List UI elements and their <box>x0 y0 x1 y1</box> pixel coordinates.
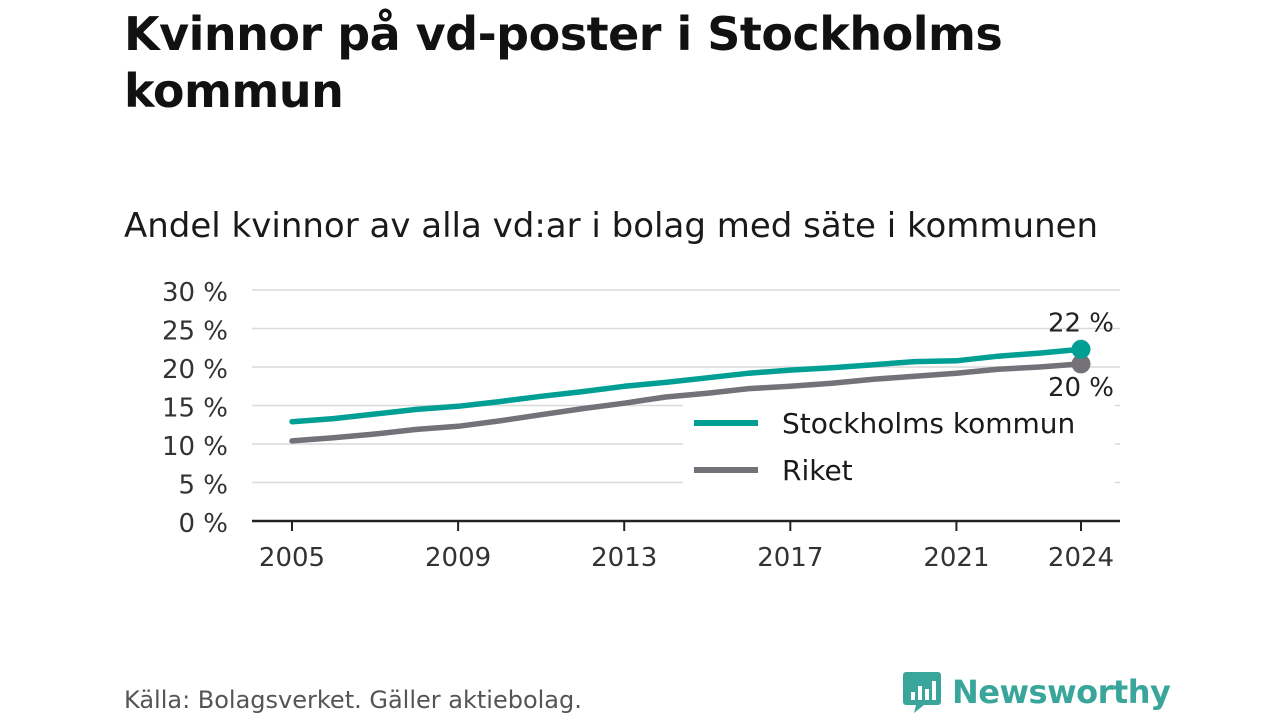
line-chart: 0 %5 %10 %15 %20 %25 %30 % 2005 2009 2013 2… <box>162 278 1120 573</box>
series-line <box>289 346 1084 425</box>
y-tick-label: 20 % <box>162 355 228 385</box>
series-end-point <box>1071 354 1091 374</box>
source-note: Källa: Bolagsverket. Gäller aktiebolag. <box>124 686 582 714</box>
newsworthy-icon <box>903 672 941 713</box>
series-lines <box>289 339 1091 444</box>
y-tick-label: 15 % <box>162 394 228 424</box>
legend-background <box>683 404 1115 488</box>
y-tick-label: 0 % <box>178 509 228 539</box>
y-tick-label: 10 % <box>162 432 228 462</box>
series-line <box>289 361 1084 444</box>
series-end-point <box>1071 339 1091 359</box>
end-label: 22 % <box>1048 308 1114 338</box>
x-tick-label: 2017 <box>757 543 823 573</box>
y-axis-ticks: 0 % 5 % 10 % 15 % 20 % 25 % 30 % <box>162 278 228 539</box>
brand-name: Newsworthy <box>952 673 1171 711</box>
legend: Stockholms kommun Riket <box>683 404 1115 488</box>
x-tick-label: 2013 <box>591 543 657 573</box>
brand-logo: Newsworthy <box>902 670 1171 714</box>
end-labels: 22 % 20 % <box>1048 308 1114 403</box>
x-axis-ticks: 2005 2009 2013 2017 2021 2024 <box>252 519 1120 573</box>
x-tick-label: 2024 <box>1048 543 1114 573</box>
x-tick-label: 2005 <box>259 543 325 573</box>
x-tick-label: 2021 <box>923 543 989 573</box>
x-tick-label: 2009 <box>425 543 491 573</box>
legend-label: Riket <box>782 454 853 487</box>
end-label: 20 % <box>1048 373 1114 403</box>
y-tick-label: 5 % <box>178 471 228 501</box>
y-tick-label: 30 % <box>162 278 228 308</box>
chart-title: Kvinnor på vd-poster i Stockholms kommun <box>124 7 1003 118</box>
y-tick-label: 25 % <box>162 317 228 347</box>
legend-label: Stockholms kommun <box>782 407 1075 440</box>
chart-subtitle: Andel kvinnor av alla vd:ar i bolag med … <box>124 206 1099 246</box>
